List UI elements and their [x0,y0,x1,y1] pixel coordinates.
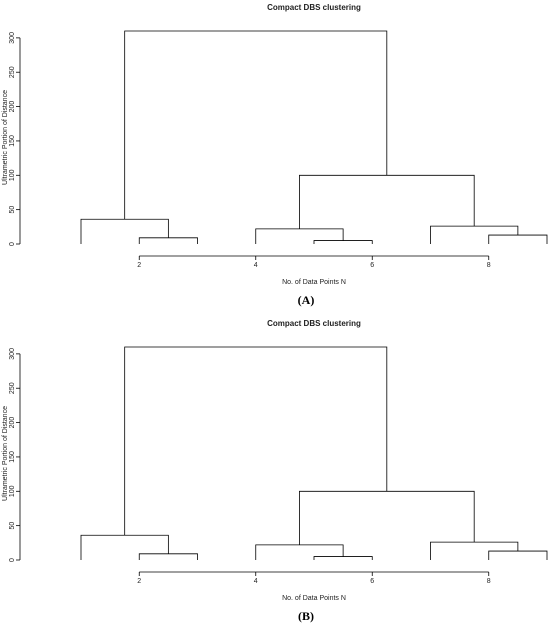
x-tick-label: 6 [370,262,374,269]
x-tick-label: 2 [137,578,141,585]
dendrogram-link [124,346,388,536]
dendrogram-link [80,534,169,560]
dendrogram-link [255,544,344,560]
y-tick-label: 0 [9,558,16,562]
y-tick-label: 200 [9,101,16,113]
dendrogram-link [488,550,548,560]
x-tick-label: 6 [370,578,374,585]
dendrogram-link [313,556,373,560]
x-tick-label: 4 [254,578,258,585]
dendrogram-link [255,228,344,244]
y-tick-label: 100 [9,485,16,497]
dendrogram-link [124,30,388,220]
chart-panel: Compact DBS clustering 0 50 100 150 200 250 300… [2,319,548,623]
dendrogram-link [299,490,475,545]
y-tick-label: 200 [9,417,16,429]
y-axis-label: Ultrametric Portion of Distance [2,90,9,185]
y-tick-label: 150 [9,451,16,463]
y-tick-label: 50 [9,522,16,530]
x-axis-label: No. of Data Points N [282,279,346,286]
x-tick-label: 8 [487,262,491,269]
dendrogram-link [80,218,169,244]
x-tick-label: 2 [137,262,141,269]
panel-label: (B) [298,609,314,623]
y-tick-label: 0 [9,242,16,246]
chart-title: Compact DBS clustering [267,3,361,12]
y-axis-label: Ultrametric Portion of Distance [2,406,9,501]
x-tick-label: 4 [254,262,258,269]
y-tick-label: 300 [9,348,16,360]
y-tick-label: 250 [9,382,16,394]
dendrogram-link [299,174,475,229]
dendrogram-link [488,234,548,244]
panel-label: (A) [298,293,315,307]
dendrogram-link [138,237,198,244]
y-tick-label: 300 [9,32,16,44]
x-axis-label: No. of Data Points N [282,595,346,602]
y-tick-label: 150 [9,135,16,147]
dendrogram-link [138,553,198,560]
y-tick-label: 250 [9,66,16,78]
x-tick-label: 8 [487,578,491,585]
dendrogram-link [313,240,373,244]
y-tick-label: 100 [9,169,16,181]
y-tick-label: 50 [9,206,16,214]
chart-title: Compact DBS clustering [267,319,361,328]
chart-panel: Compact DBS clustering 0 50 100 150 200 250 300… [2,3,548,307]
